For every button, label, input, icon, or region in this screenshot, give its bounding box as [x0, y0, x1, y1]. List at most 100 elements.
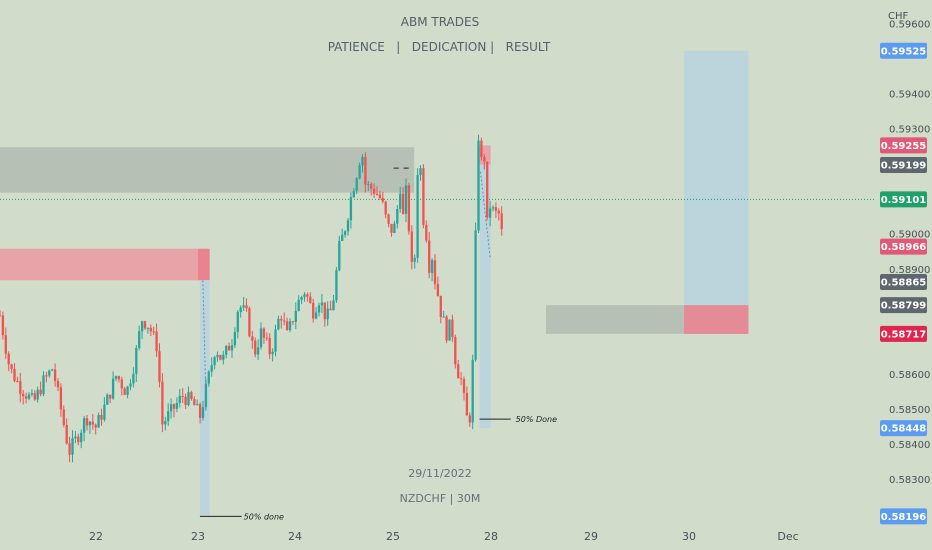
candle-body	[430, 260, 434, 273]
candle	[233, 327, 237, 348]
price-axis[interactable]: 0.59600 0.59400 0.59300 0.59000 0.58900 0.586…	[889, 20, 930, 486]
candle	[262, 327, 266, 344]
price-tag-bg	[880, 238, 927, 255]
candle-body	[111, 378, 115, 399]
candle	[167, 403, 170, 426]
candle	[109, 394, 112, 404]
candle	[178, 389, 181, 408]
zone-supply-red	[479, 145, 491, 165]
candle	[164, 416, 167, 431]
price-tick-label: 0.58500	[889, 405, 930, 416]
candles-layer	[0, 134, 503, 463]
candle	[117, 375, 121, 383]
price-tag-bg	[880, 274, 927, 291]
candle	[457, 359, 460, 379]
candle	[80, 429, 83, 449]
time-tick-label: 30	[682, 530, 696, 543]
candle-body	[65, 424, 68, 444]
candle-body	[198, 404, 202, 418]
candle	[77, 433, 80, 446]
candle	[149, 324, 152, 337]
candle-body	[106, 394, 109, 405]
candle	[138, 325, 141, 351]
time-axis[interactable]: 22 23 24 25 28 29 30 Dec	[89, 530, 799, 543]
candle	[56, 378, 60, 392]
price-tag-bg	[880, 191, 927, 208]
candle-body	[491, 207, 495, 209]
price-tick-label: 0.59400	[889, 90, 930, 101]
candle-body	[390, 223, 393, 233]
candle	[303, 292, 306, 302]
candle-body	[314, 312, 318, 319]
candle-body	[135, 348, 138, 374]
candle	[111, 371, 115, 400]
candle	[227, 342, 231, 351]
candle	[245, 298, 248, 312]
candle-body	[196, 404, 199, 406]
candle	[459, 372, 463, 386]
candle	[53, 363, 57, 387]
candle-body	[285, 321, 289, 331]
price-tag-bg	[880, 297, 927, 314]
candle-body	[103, 404, 106, 420]
candle	[30, 389, 34, 397]
candle-body	[132, 373, 135, 384]
candle-body	[236, 312, 239, 333]
candle-body	[297, 299, 300, 311]
candle-body	[332, 300, 335, 311]
candle	[346, 218, 350, 236]
candle	[42, 371, 45, 397]
candle	[497, 208, 500, 221]
candle	[309, 292, 312, 304]
candle-body	[33, 393, 36, 400]
candle	[193, 396, 196, 406]
candle-body	[0, 315, 2, 317]
candle-body	[152, 331, 155, 333]
price-tag-label: 0.59199	[881, 161, 927, 172]
candle-body	[364, 156, 367, 185]
candle-body	[94, 424, 97, 428]
candle	[294, 302, 297, 330]
candle	[285, 317, 289, 331]
candle-body	[254, 340, 257, 355]
candle	[396, 205, 399, 229]
candle	[494, 202, 498, 218]
candle	[27, 392, 31, 401]
candle-body	[19, 381, 22, 394]
candle-body	[454, 336, 457, 365]
candle-body	[439, 295, 442, 317]
candle	[483, 154, 486, 170]
candle-body	[294, 310, 297, 322]
candle-body	[300, 297, 303, 300]
candle-body	[88, 421, 92, 426]
candle	[16, 376, 19, 383]
candle-body	[448, 319, 451, 341]
candle-body	[161, 381, 164, 425]
candle-body	[370, 184, 373, 189]
candle	[97, 412, 100, 428]
candle	[297, 295, 300, 312]
price-tick-label: 0.59000	[889, 230, 930, 241]
candle-body	[204, 383, 208, 408]
candle	[259, 322, 263, 350]
time-tick-label: 22	[89, 530, 103, 543]
candle	[430, 258, 434, 282]
candle-body	[396, 208, 399, 224]
candle-body	[451, 319, 454, 337]
candle	[45, 371, 48, 383]
candle-body	[477, 140, 480, 231]
zone-target-blue	[684, 50, 749, 306]
candle-body	[355, 178, 358, 192]
candle	[155, 323, 158, 358]
candle	[242, 296, 245, 311]
candle-body	[381, 197, 384, 202]
candle	[332, 294, 335, 311]
fifty-done-label-1: 50% done	[244, 512, 284, 521]
time-tick-label: 23	[191, 530, 205, 543]
candle	[74, 430, 77, 444]
candle-body	[109, 394, 112, 399]
candle	[126, 385, 129, 399]
candle	[33, 390, 36, 401]
